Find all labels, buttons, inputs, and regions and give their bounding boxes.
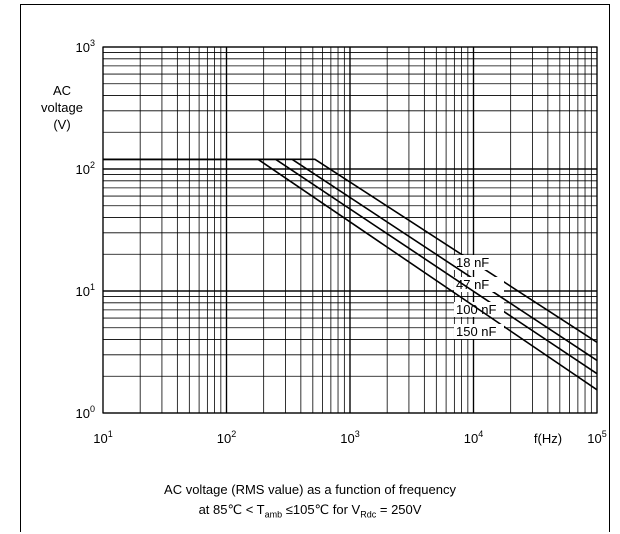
caption-sub-amb: amb	[264, 509, 283, 520]
tick-labels: 101 102 103 104 105 100 101 102 103	[76, 38, 607, 446]
series-group: 18 nF 47 nF 100 nF 150 nF	[103, 158, 598, 391]
series-label: 47 nF	[456, 277, 489, 292]
y-tick-label: 103	[76, 38, 95, 55]
caption-line-2: at 85℃ < Tamb ≤105℃ for VRdc = 250V	[0, 500, 620, 525]
caption-suffix: = 250V	[376, 502, 422, 517]
series-label: 150 nF	[456, 324, 497, 339]
series-line	[103, 158, 598, 391]
figure-frame	[20, 4, 610, 532]
y-axis-label-line: voltage	[41, 100, 83, 115]
x-tick-label: 103	[340, 429, 359, 446]
series-label-bg	[454, 255, 504, 270]
x-tick-label: 102	[217, 429, 236, 446]
y-tick-label: 101	[76, 282, 95, 299]
plot-border	[102, 46, 598, 414]
series-label-bg	[454, 324, 504, 339]
caption-line-1: AC voltage (RMS value) as a function of …	[164, 482, 456, 497]
y-axis-label-line: (V)	[53, 117, 70, 132]
series-label-bg	[454, 277, 504, 292]
y-axis-label: AC voltage (V)	[41, 83, 83, 132]
caption-mid: ≤105℃ for V	[282, 502, 361, 517]
x-tick-label: 101	[93, 429, 112, 446]
grid	[102, 46, 598, 414]
series-label: 18 nF	[456, 255, 489, 270]
chart-caption: AC voltage (RMS value) as a function of …	[0, 480, 620, 525]
x-tick-label: 104	[464, 429, 483, 446]
y-axis-label-line: AC	[53, 83, 71, 98]
y-tick-label: 102	[76, 160, 95, 177]
y-tick-label: 100	[76, 404, 95, 421]
x-axis-label: f(Hz)	[534, 431, 562, 446]
caption-sub-rdc: Rdc	[360, 509, 377, 520]
x-tick-label: 105	[587, 429, 606, 446]
series-label: 100 nF	[456, 302, 497, 317]
caption-prefix: at 85℃ < T	[198, 502, 265, 517]
